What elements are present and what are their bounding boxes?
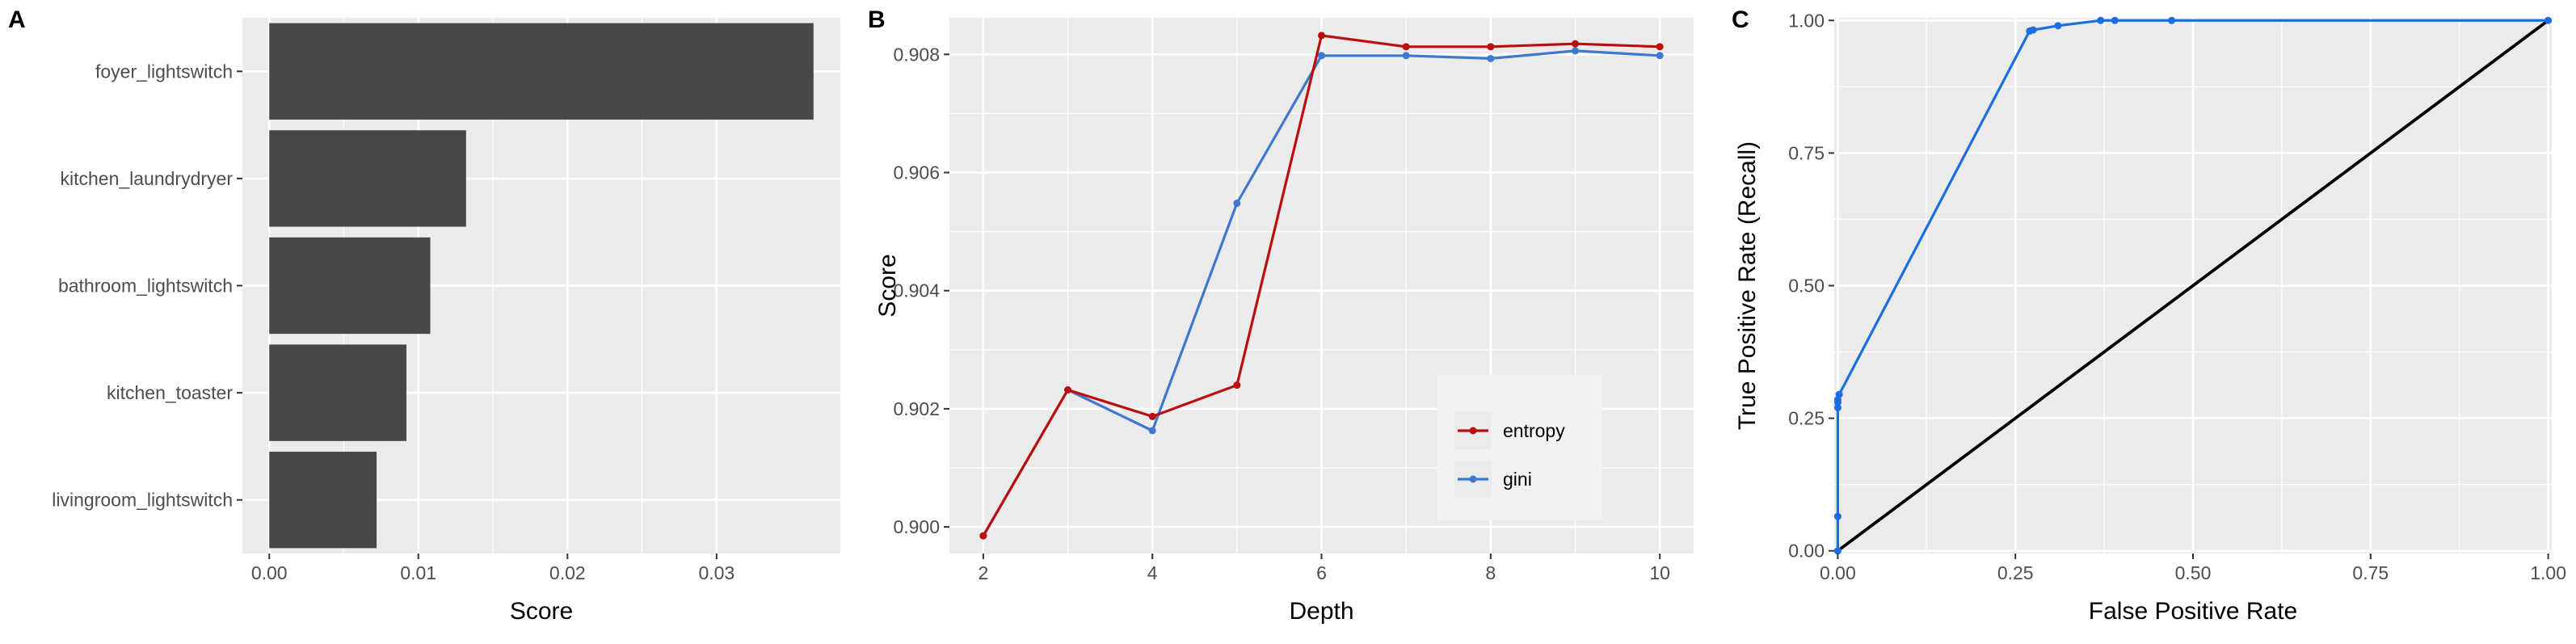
point-gini [1656,52,1664,60]
x-tick-label: 6 [1316,562,1327,583]
x-axis-title: Depth [1289,598,1353,625]
point-entropy [1318,32,1325,40]
y-tick-label: 1.00 [1788,10,1825,31]
x-tick-label: 0.00 [251,562,288,583]
x-tick-label: 8 [1485,562,1496,583]
legend-key-point [1469,475,1477,483]
x-tick-label: 0.01 [400,562,436,583]
roc-point [2544,16,2553,24]
roc-point [2054,22,2062,30]
point-entropy [1656,43,1664,51]
bar [269,23,814,120]
y-tick-label: foyer_lightswitch [95,61,233,82]
bar [269,344,406,441]
y-tick-label: kitchen_laundrydryer [60,168,233,189]
point-gini [1318,52,1325,60]
point-entropy [979,532,987,540]
y-axis-title: Score [874,254,901,317]
legend-label: entropy [1503,420,1565,441]
point-gini [1571,47,1579,55]
point-gini [1233,200,1241,208]
roc-point [2111,16,2119,24]
y-tick-label: 0.00 [1788,541,1825,562]
x-axis-title: False Positive Rate [2089,598,2297,625]
chart-a-feature-importance: foyer_lightswitch kitchen_laundrydryerbat… [52,18,840,625]
bar [269,130,466,227]
roc-point [2097,16,2105,24]
x-tick-label: 10 [1649,562,1670,583]
x-axis-title: Score [510,598,573,625]
point-entropy [1064,386,1072,394]
x-tick-label: 1.00 [2530,562,2566,583]
y-tick-label: 0.908 [893,44,940,65]
x-tick-label: 0.00 [1820,562,1856,583]
legend: entropy gini [1437,375,1602,520]
x-tick-label: 0.25 [1997,562,2034,583]
legend-label: gini [1503,469,1532,490]
y-tick-label: 0.25 [1788,408,1825,429]
point-gini [1148,427,1156,435]
y-tick-label: 0.900 [893,516,940,537]
diagonal-reference-line [1837,19,2549,553]
roc-point [1833,403,1842,411]
roc-point [2168,16,2176,24]
x-tick-label: 2 [978,562,988,583]
y-tick-label: kitchen_toaster [107,382,233,403]
bar [269,452,377,549]
point-entropy [1148,412,1156,420]
x-tick-label: 4 [1147,562,1158,583]
chart-b-depth-score: 0.900 0.902 0.904 0.906 0.908 2 4 6 8 10 Depth Scor… [874,18,1694,625]
y-tick-label: 0.75 [1788,142,1825,163]
roc-point [1833,512,1842,520]
y-axis-title: True Positive Rate (Recall) [1734,141,1761,430]
y-tick-label: 0.50 [1788,276,1825,297]
roc-point [1835,390,1843,398]
legend-key-point [1469,427,1477,435]
x-tick-label: 0.02 [549,562,586,583]
point-entropy [1233,381,1241,389]
y-tick-label: 0.902 [893,398,940,419]
y-tick-label: 0.906 [893,162,940,183]
x-tick-label: 0.03 [698,562,734,583]
panel-letter-a: A [8,6,26,33]
y-tick-label: livingroom_lightswitch [52,490,233,511]
y-tick-label: 0.904 [893,280,940,301]
point-entropy [1402,43,1410,51]
point-entropy [1487,43,1495,51]
panel-letter-c: C [1732,6,1749,33]
point-gini [1402,52,1410,60]
y-tick-label: bathroom_lightswitch [58,276,233,297]
bar [269,237,431,335]
panel-letter-b: B [868,6,886,33]
x-tick-label: 0.50 [2175,562,2212,583]
roc-point [2029,26,2037,34]
x-tick-label: 0.75 [2352,562,2389,583]
point-entropy [1571,40,1579,48]
roc-point [1833,547,1842,555]
point-gini [1487,54,1495,62]
chart-c-roc-curve: 0.00 0.25 0.50 0.75 1.00 0.00 0.25 0.50 0.75 1.00… [1734,10,2566,625]
